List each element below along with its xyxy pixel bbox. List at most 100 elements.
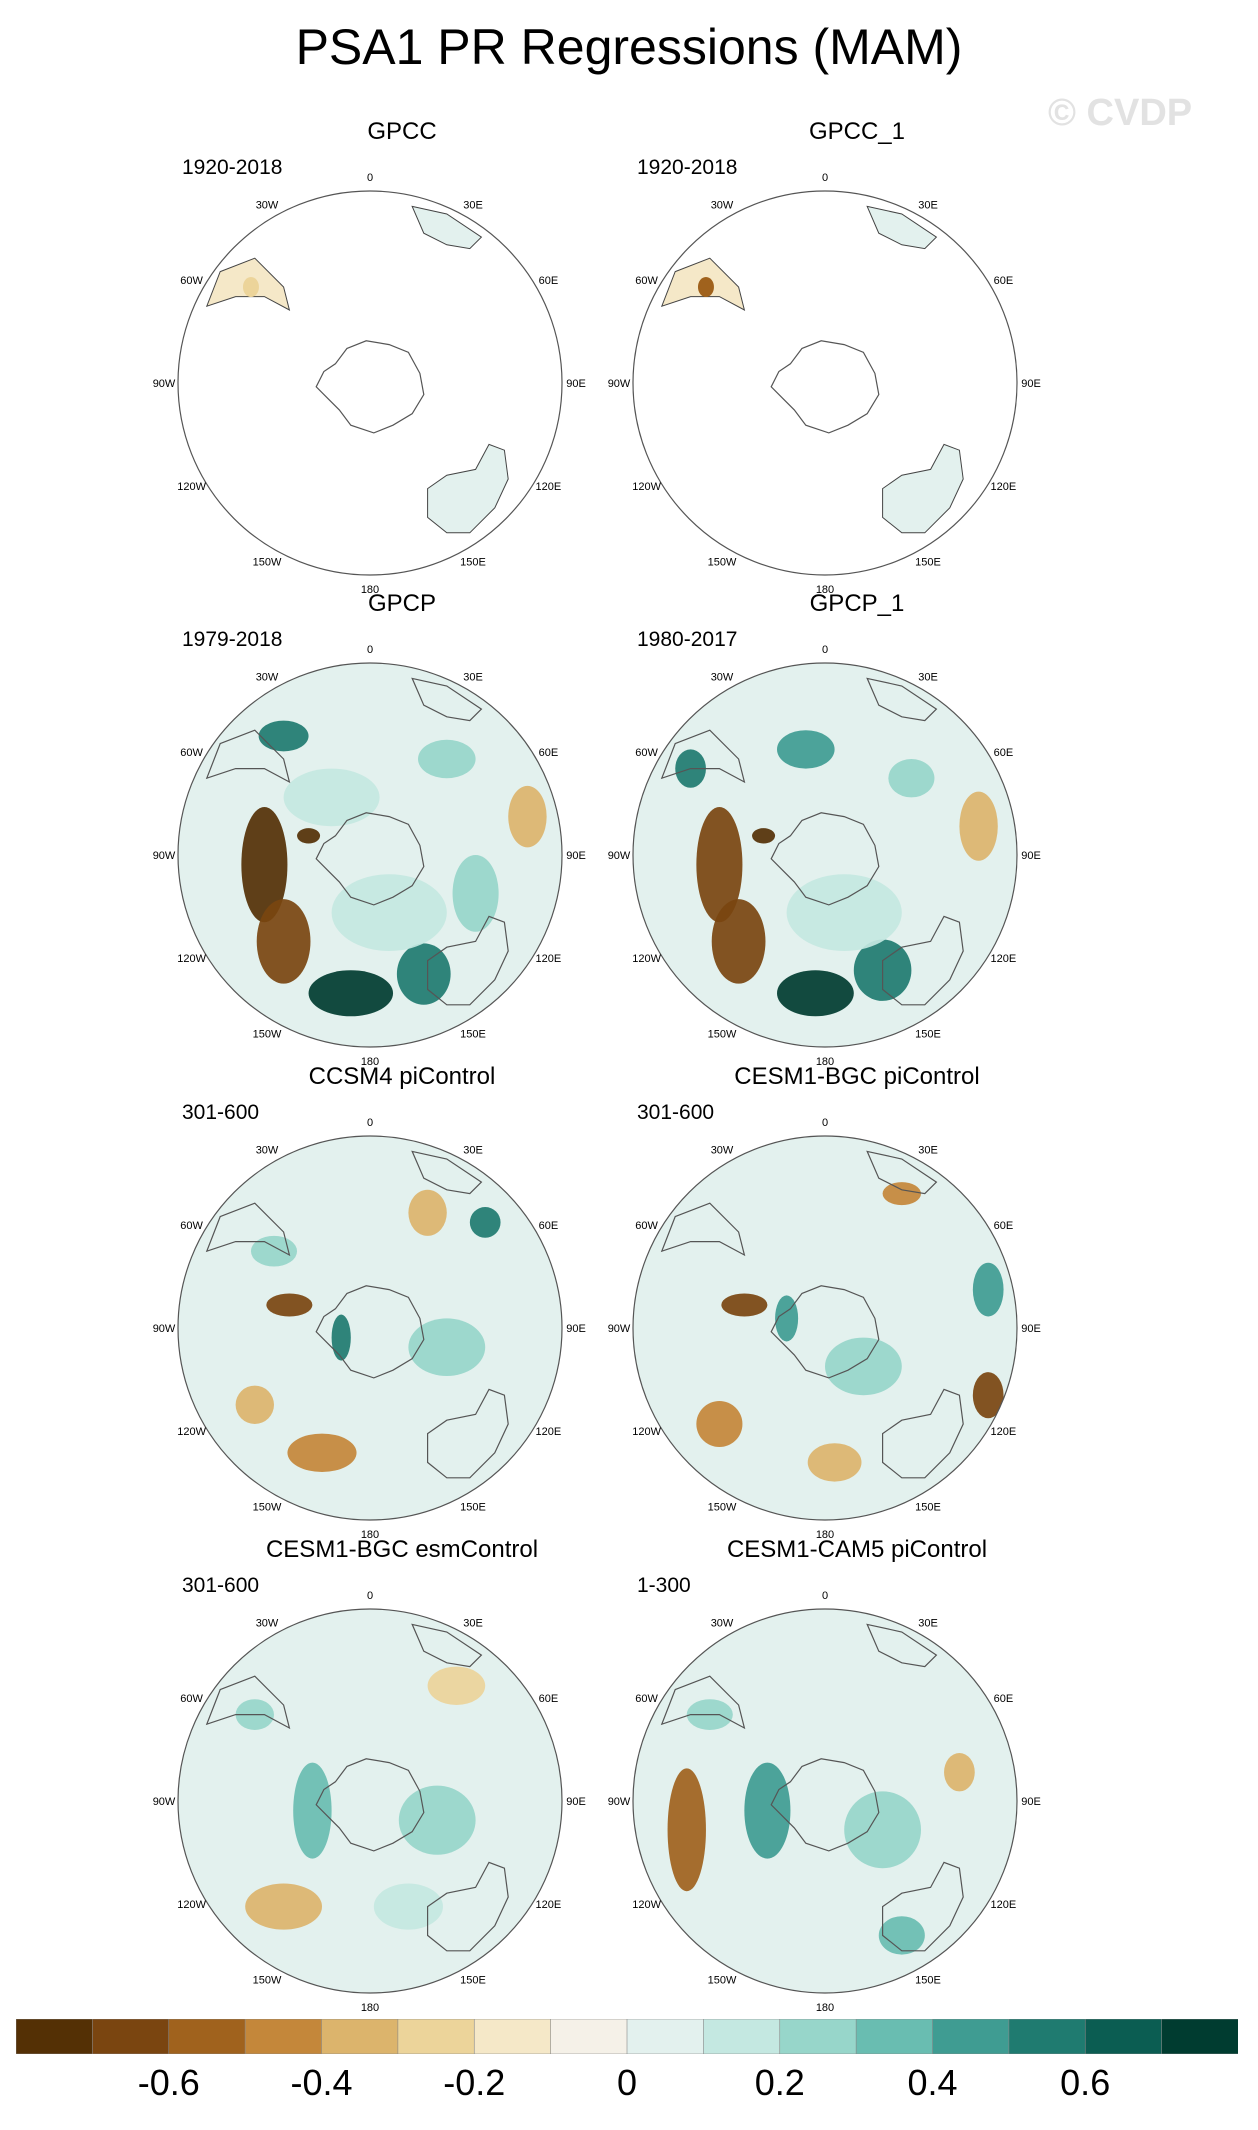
longitude-label: 120E: [991, 1426, 1017, 1438]
data-anomaly: [283, 768, 380, 827]
coastline-antarctica: [315, 340, 425, 434]
longitude-label: 150W: [708, 1028, 737, 1040]
longitude-label: 0: [822, 1117, 828, 1129]
colorbar-swatch: [855, 2019, 934, 2054]
coastline-africa: [866, 1623, 938, 1668]
longitude-label: 60E: [539, 1220, 559, 1232]
data-anomaly: [241, 807, 288, 923]
longitude-label: 30E: [463, 672, 483, 684]
data-anomaly: [266, 1293, 313, 1317]
data-anomaly: [508, 785, 547, 848]
data-anomaly: [944, 1753, 975, 1792]
longitude-label: 90E: [566, 850, 586, 862]
colorbar-tick-label: 0.6: [1060, 2062, 1111, 2103]
colorbar-tick-label: -0.2: [443, 2062, 506, 2103]
data-anomaly: [293, 1762, 332, 1859]
longitude-label: 150W: [253, 556, 282, 568]
longitude-label: 30E: [918, 672, 938, 684]
longitude-label: 180: [816, 1529, 834, 1541]
data-anomaly: [882, 1182, 921, 1206]
longitude-label: 90E: [1021, 378, 1041, 390]
colorbar-swatch: [703, 2019, 781, 2054]
coastline-africa: [411, 1150, 483, 1195]
panel-years: 1920-2018: [637, 156, 738, 179]
longitude-label: 90W: [608, 378, 631, 390]
colorbar: [16, 2019, 1238, 2054]
longitude-label: 30W: [711, 672, 734, 684]
map-panel-cesm1-bgc-picontrol: CESM1-BGC piControl 301-600: [627, 1063, 1087, 1533]
map-field: [178, 663, 562, 1047]
map-border: [177, 1135, 563, 1521]
longitude-label: 60E: [539, 1693, 559, 1705]
longitude-label: 60W: [635, 747, 658, 759]
longitude-label: 60W: [635, 275, 658, 287]
data-anomaly: [752, 828, 776, 844]
longitude-label: 150W: [253, 1501, 282, 1513]
longitude-label: 30W: [711, 1145, 734, 1157]
colorbar-swatch: [1084, 2019, 1163, 2054]
data-anomaly: [235, 1385, 274, 1425]
longitude-label: 150E: [460, 556, 486, 568]
longitude-label: 30W: [256, 200, 279, 212]
longitude-label: 90W: [153, 1323, 176, 1335]
longitude-label: 120W: [632, 481, 661, 493]
panel-years: 1-300: [637, 1574, 691, 1597]
colorbar-swatch: [168, 2019, 246, 2054]
longitude-label: 150E: [915, 556, 941, 568]
data-anomaly: [242, 277, 259, 297]
data-anomaly: [844, 1791, 921, 1869]
land-data-australia: [427, 443, 509, 534]
data-anomaly: [807, 1443, 862, 1482]
longitude-label: 60E: [994, 1693, 1014, 1705]
longitude-label: 30W: [711, 1618, 734, 1630]
coastline-africa: [411, 1623, 483, 1668]
data-anomaly: [786, 874, 902, 951]
data-anomaly: [721, 1293, 768, 1317]
land-data-australia: [882, 443, 964, 534]
longitude-label: 180: [361, 584, 379, 596]
coastline-africa: [866, 677, 938, 722]
panel-title: CESM1-BGC esmControl: [265, 1536, 539, 1563]
map-field: [633, 1609, 1017, 1993]
data-anomaly: [744, 1762, 791, 1859]
data-anomaly: [297, 828, 321, 844]
longitude-label: 30E: [463, 1145, 483, 1157]
panel-title: GPCP_1: [809, 590, 905, 617]
coastline-australia: [427, 1388, 509, 1479]
colorbar-swatch: [321, 2019, 399, 2054]
longitude-label: 150W: [253, 1974, 282, 1986]
longitude-label: 0: [367, 1590, 373, 1602]
longitude-label: 30W: [256, 1145, 279, 1157]
longitude-label: 120W: [177, 481, 206, 493]
data-anomaly: [258, 720, 309, 752]
longitude-label: 120W: [632, 1426, 661, 1438]
longitude-label: 60W: [180, 275, 203, 287]
map-border: [177, 1608, 563, 1994]
data-anomaly: [398, 1785, 476, 1855]
data-anomaly: [331, 1314, 351, 1361]
data-anomaly: [697, 277, 714, 297]
colorbar-swatch: [473, 2019, 552, 2054]
panel-years: 301-600: [637, 1101, 715, 1124]
longitude-label: 150E: [915, 1974, 941, 1986]
longitude-label: 120W: [177, 953, 206, 965]
coastline-antarctica: [770, 1285, 880, 1379]
longitude-label: 0: [822, 172, 828, 184]
map-panel-gpcc-1: GPCC_1 1920-2018: [627, 118, 1087, 588]
longitude-label: 30W: [256, 1618, 279, 1630]
data-anomaly: [452, 855, 499, 932]
data-anomaly: [373, 1883, 443, 1930]
map-panel-ccsm4-picontrol: CCSM4 piControl 301-600: [172, 1063, 632, 1533]
longitude-label: 60W: [635, 1220, 658, 1232]
longitude-label: 120W: [632, 1899, 661, 1911]
colorbar-swatch: [1008, 2019, 1087, 2054]
map-field: [178, 191, 562, 575]
panel-years: 301-600: [182, 1574, 260, 1597]
data-anomaly: [308, 970, 394, 1017]
data-anomaly: [250, 1235, 298, 1267]
data-anomaly: [287, 1433, 357, 1473]
longitude-label: 150E: [460, 1501, 486, 1513]
